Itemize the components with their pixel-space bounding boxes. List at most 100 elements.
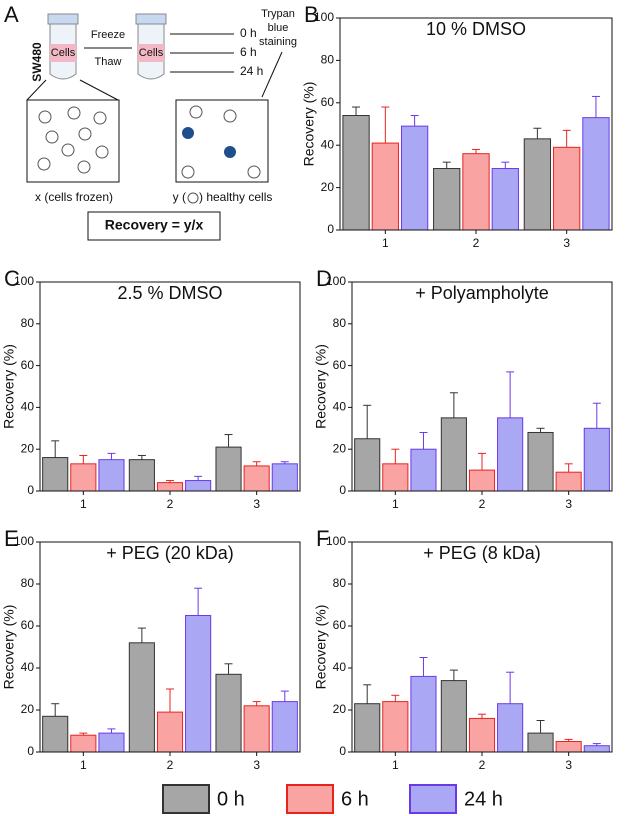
bar <box>527 732 554 753</box>
y-tick-label: 0 <box>327 222 334 236</box>
caption: x (cells frozen) <box>35 190 113 204</box>
y-tick-label: 60 <box>21 618 35 632</box>
y-tick-label: 60 <box>333 358 347 372</box>
bar <box>243 465 270 492</box>
time: 0 h <box>240 26 257 40</box>
bar <box>410 448 437 492</box>
x-tick-label: 3 <box>565 758 572 772</box>
y-tick-label: 60 <box>321 95 335 109</box>
y-tick-label: 0 <box>339 744 346 758</box>
error-bar <box>391 694 400 702</box>
bar <box>185 615 212 753</box>
error-bar <box>352 106 361 116</box>
x-tick-label: 2 <box>479 758 486 772</box>
error-bar <box>506 371 515 418</box>
legend-swatch <box>286 784 334 814</box>
formula: Recovery = y/x <box>105 217 204 233</box>
bar <box>128 642 155 753</box>
panel-label: D <box>316 266 332 291</box>
chart-title: 10 % DMSO <box>426 19 526 39</box>
error-bar <box>381 106 390 144</box>
bar <box>354 703 381 753</box>
bar <box>42 715 69 753</box>
bar <box>583 427 610 492</box>
time-arrows <box>170 33 234 73</box>
bar <box>70 463 97 492</box>
time: 6 h <box>240 45 257 59</box>
x-tick-label: 2 <box>167 497 174 511</box>
bar <box>497 703 524 753</box>
bar <box>215 446 242 492</box>
bar <box>440 680 467 753</box>
error-bar <box>51 440 60 458</box>
error-bar <box>419 431 428 450</box>
error-bar <box>419 657 428 677</box>
tube-cap <box>47 13 79 25</box>
error-bar <box>137 454 146 460</box>
error-bar <box>363 684 372 704</box>
x-tick-label: 1 <box>80 497 87 511</box>
bar <box>98 459 125 492</box>
error-bar <box>363 404 372 439</box>
chart-panel: C 2.5 % DMSO Recovery (%) 0 20 40 60 80 100 1 2 3 <box>1 266 301 511</box>
tube-cells <box>50 44 76 62</box>
tube-cells <box>138 44 164 62</box>
x-tick-label: 3 <box>563 236 570 250</box>
y-tick-label: 60 <box>21 358 35 372</box>
axes-frame <box>351 541 613 753</box>
panel-label: E <box>4 526 19 551</box>
bar <box>342 115 370 231</box>
y-tick-label: 80 <box>21 576 35 590</box>
bar <box>215 673 242 753</box>
chart-title: 2.5 % DMSO <box>117 283 222 303</box>
chart-panel: E + PEG (20 kDa) Recovery (%) 0 20 40 60 80 100 1… <box>1 526 301 772</box>
bar <box>582 117 610 231</box>
bar <box>468 717 496 753</box>
y-tick-label: 20 <box>321 180 335 194</box>
bar <box>410 675 437 753</box>
y-axis-label: Recovery (%) <box>313 605 329 690</box>
x-tick-label: 1 <box>392 758 399 772</box>
stained-cells <box>181 105 261 179</box>
panel-label: C <box>4 266 20 291</box>
panel-label: A <box>4 2 19 27</box>
error-bar <box>51 703 60 717</box>
error-bar <box>137 627 146 643</box>
error-bar <box>533 127 542 139</box>
axes-frame <box>339 17 613 231</box>
axes-frame <box>351 281 613 492</box>
y-tick-label: 20 <box>21 441 35 455</box>
tube-cap <box>135 13 167 25</box>
cell-line: SW480 <box>30 42 44 82</box>
error-bar <box>252 701 261 706</box>
error-bar <box>449 669 458 681</box>
bar <box>382 463 409 492</box>
cell-icon <box>187 192 199 204</box>
stain: staining <box>259 36 297 48</box>
bar <box>243 705 270 753</box>
chart-panel: D + Polyampholyte Recovery (%) 0 20 40 60 80 100… <box>313 266 613 511</box>
y-tick-label: 100 <box>14 274 34 288</box>
error-bar <box>506 671 515 704</box>
x-tick-label: 3 <box>565 497 572 511</box>
x-tick-label: 1 <box>80 758 87 772</box>
bar <box>555 471 582 492</box>
error-bar <box>79 732 88 736</box>
error-bar <box>252 461 261 466</box>
error-bar <box>478 452 486 471</box>
y-axis-label: Recovery (%) <box>1 344 17 429</box>
x-tick-label: 2 <box>167 758 174 772</box>
axes-frame <box>39 541 301 753</box>
bar <box>440 417 467 492</box>
stain: blue <box>268 22 289 34</box>
time: 24 h <box>240 64 263 78</box>
diagram: A SW480 Cells Freeze Thaw Cells 0 h 6 h … <box>4 2 297 241</box>
bar <box>354 438 381 492</box>
bar <box>583 745 610 753</box>
bar <box>98 732 125 753</box>
step: Thaw <box>95 56 122 68</box>
formula-box <box>87 211 221 241</box>
y-tick-label: 20 <box>333 702 347 716</box>
bar <box>523 138 552 231</box>
bar <box>70 734 97 753</box>
